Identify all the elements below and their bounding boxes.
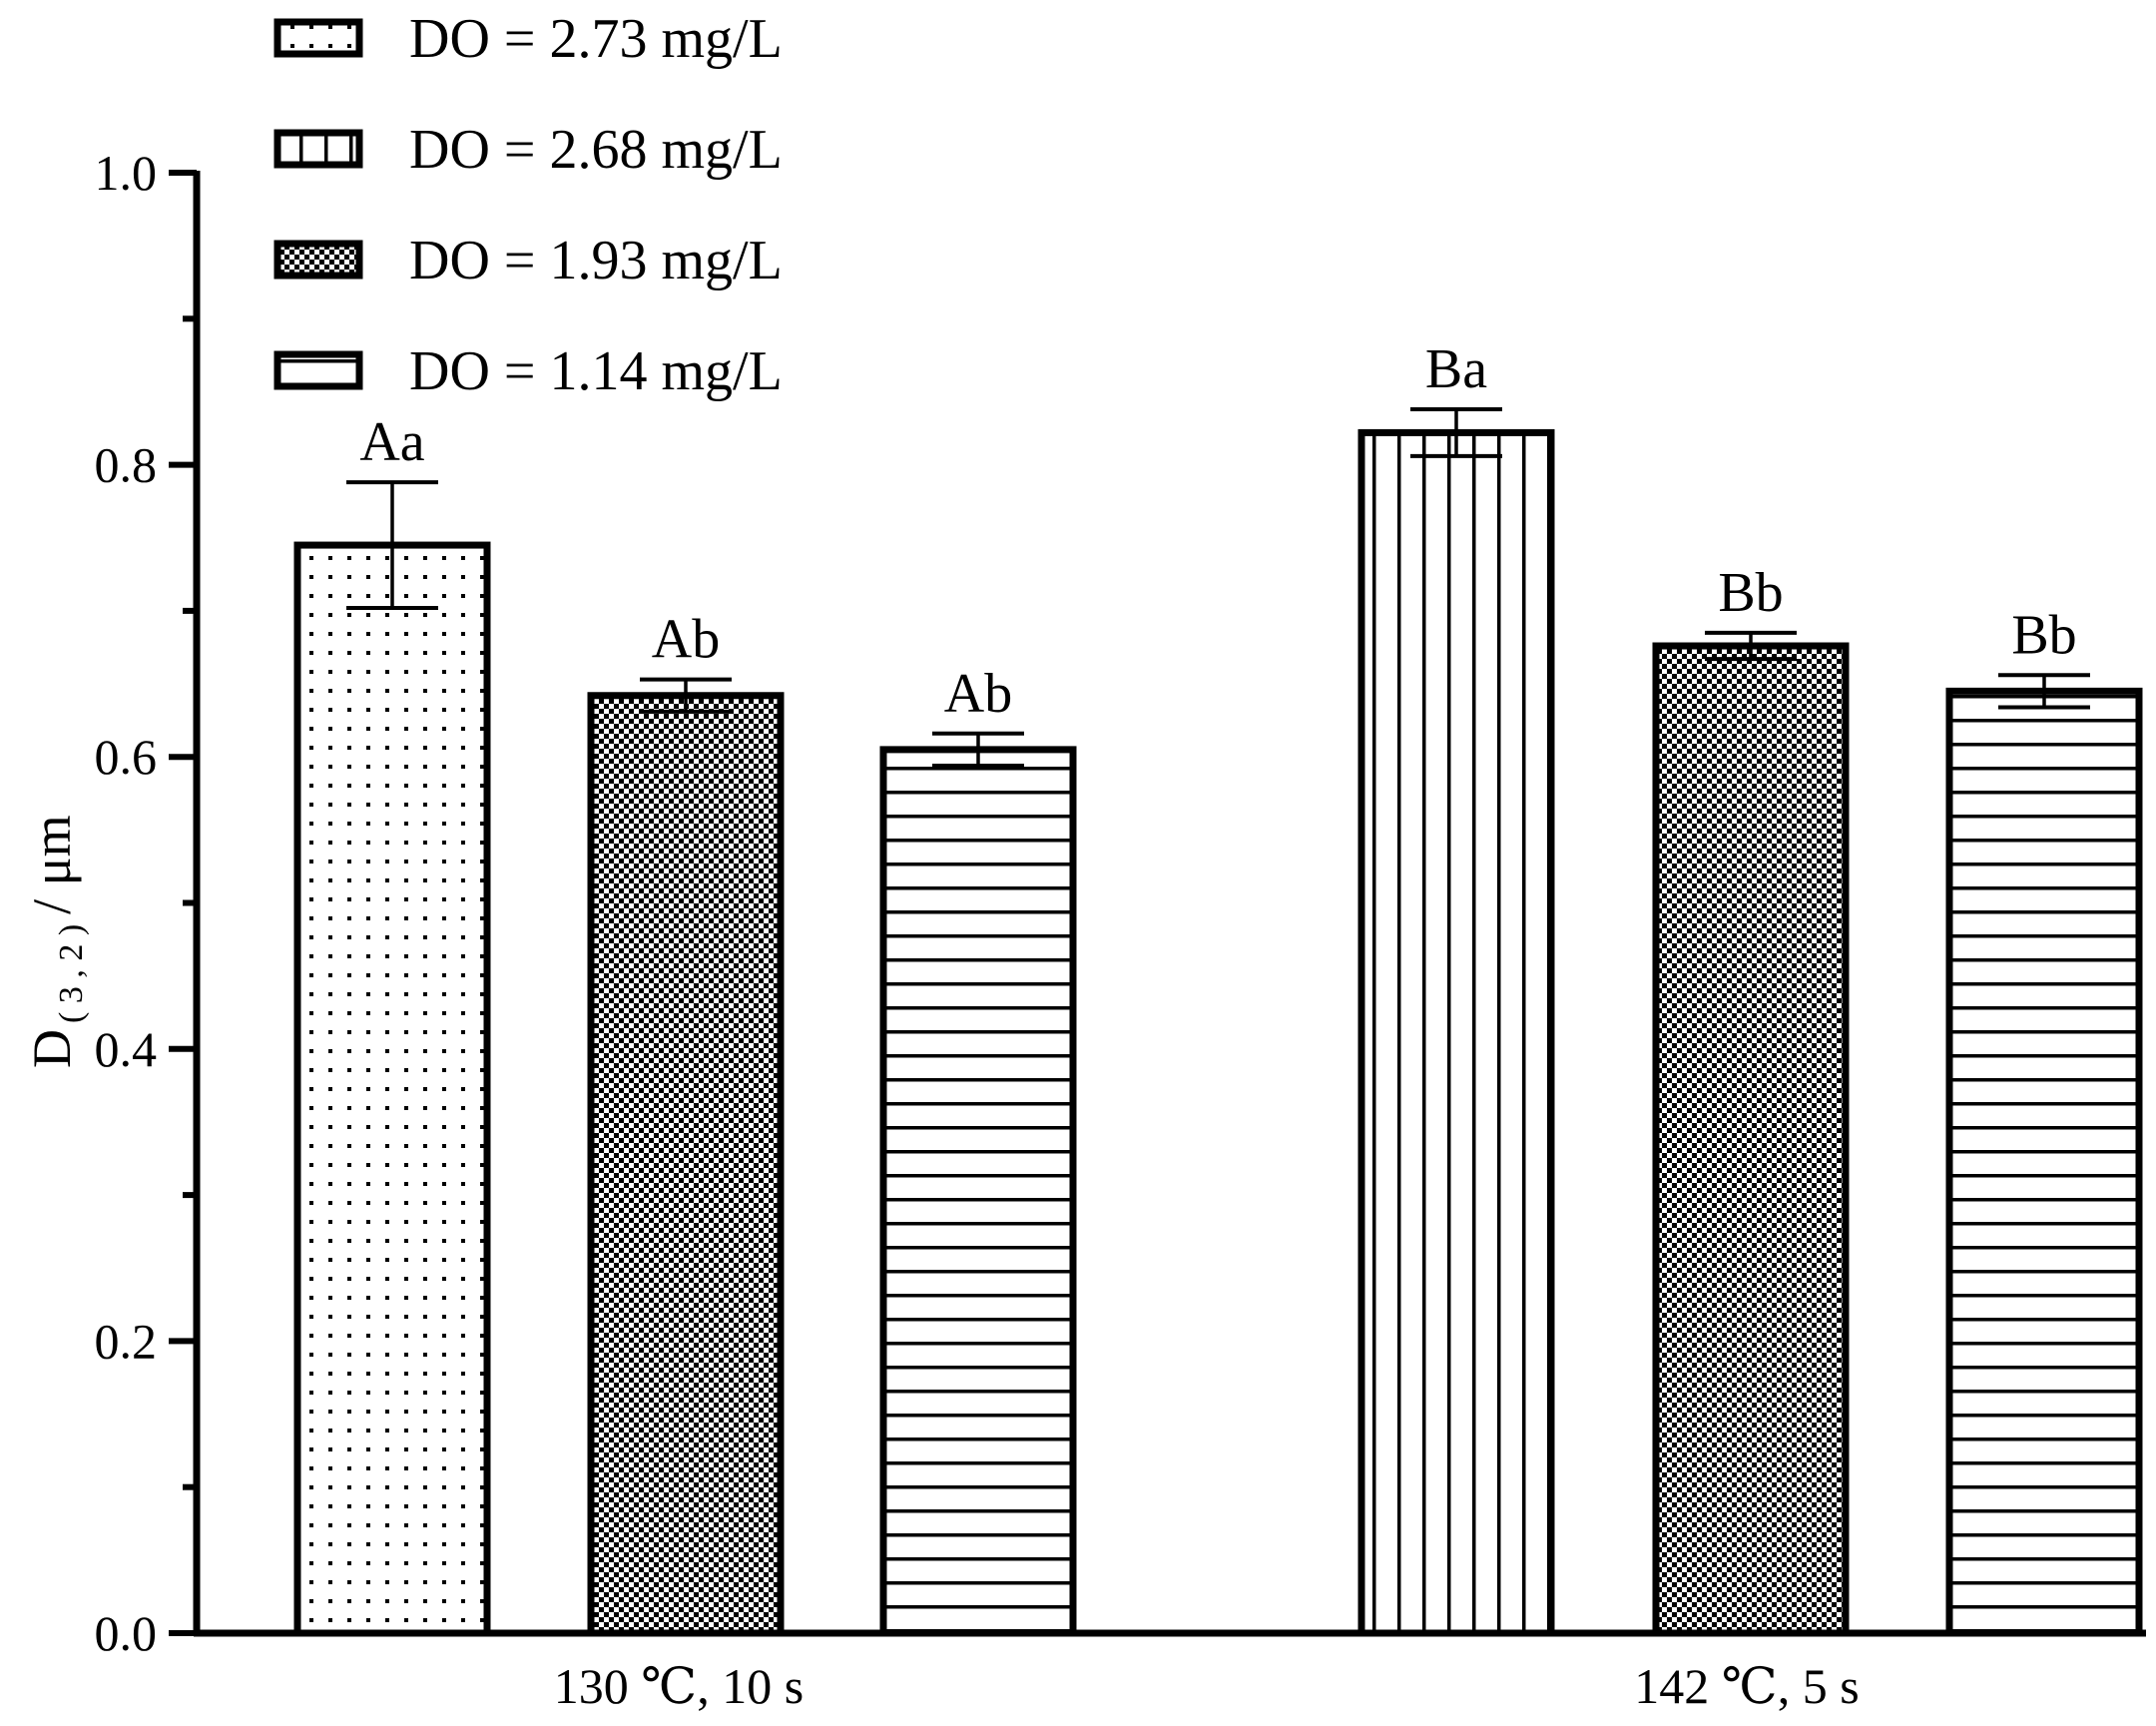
bar [293, 541, 491, 1637]
legend-label: DO = 2.68 mg/L [409, 119, 783, 181]
bar [1652, 642, 1850, 1637]
y-tick-label: 0.8 [95, 437, 158, 493]
y-tick-label: 1.0 [95, 145, 158, 201]
bar [1357, 428, 1555, 1637]
legend-swatch [273, 18, 363, 58]
significance-label: Ab [944, 663, 1012, 725]
bar [587, 692, 785, 1637]
y-tick-label: 0.2 [95, 1313, 158, 1369]
y-tick-label: 0.0 [95, 1605, 158, 1661]
significance-label: Ba [1425, 338, 1487, 400]
x-category-label: 142 ℃, 5 s [1634, 1658, 1859, 1714]
bar [1945, 687, 2143, 1637]
significance-label: Bb [2011, 604, 2076, 666]
significance-label: Ab [652, 609, 720, 671]
legend-swatch [273, 240, 363, 280]
significance-label: Aa [359, 411, 424, 473]
significance-label: Bb [1718, 562, 1783, 624]
y-axis-title: D( 3 , 2 )/ μm [22, 815, 90, 1068]
x-category-label: 130 ℃, 10 s [554, 1658, 804, 1714]
bar [879, 746, 1077, 1637]
legend-label: DO = 1.14 mg/L [409, 340, 783, 402]
y-tick-label: 0.4 [95, 1021, 158, 1077]
legend-label: DO = 1.93 mg/L [409, 230, 783, 291]
legend-label: DO = 2.73 mg/L [409, 8, 783, 70]
legend-swatch [273, 129, 363, 169]
legend-swatch [273, 350, 363, 390]
y-tick-label: 0.6 [95, 729, 158, 785]
